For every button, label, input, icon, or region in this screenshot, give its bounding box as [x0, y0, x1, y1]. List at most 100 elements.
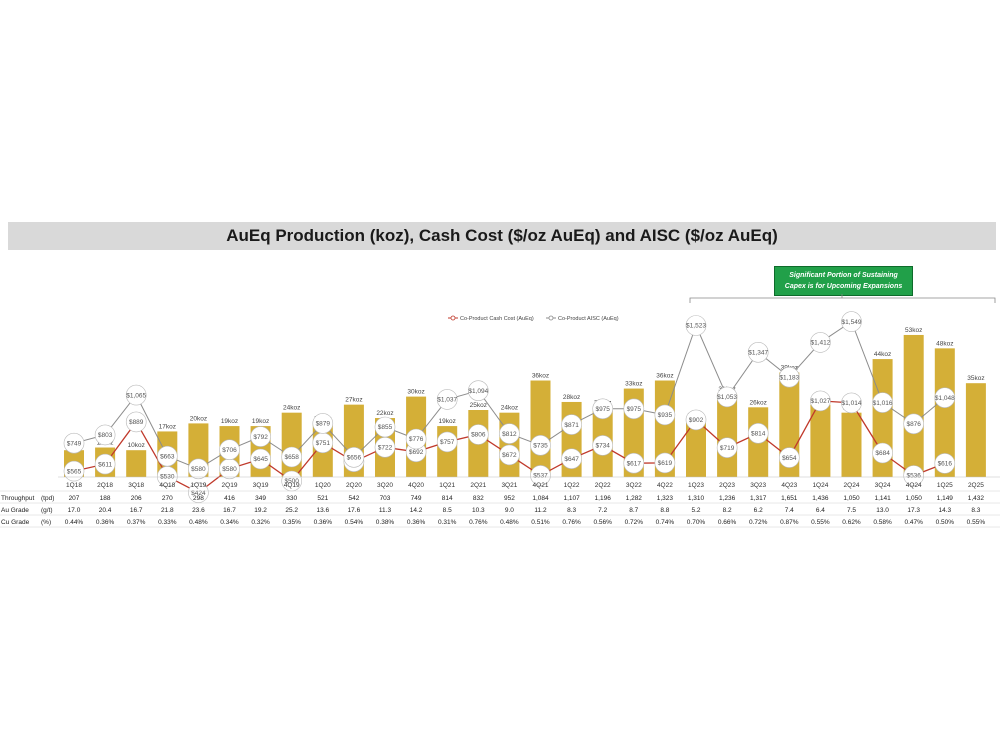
aisc-value-label: $1,183	[779, 374, 799, 381]
x-tick-label: 2Q24	[844, 482, 860, 489]
chart-title-bar: AuEq Production (koz), Cash Cost ($/oz A…	[8, 222, 996, 250]
table-cell: 0.55%	[967, 519, 986, 526]
production-bar	[126, 450, 147, 477]
production-label: 48koz	[936, 340, 953, 347]
aisc-point	[281, 446, 303, 468]
production-label: 22koz	[376, 410, 393, 417]
legend-aisc-marker	[548, 315, 554, 321]
cash-cost-point	[872, 442, 893, 464]
production-bar	[934, 348, 955, 477]
aisc-point	[685, 315, 707, 336]
table-cell: 25.2	[285, 507, 298, 514]
aisc-point	[125, 384, 147, 406]
production-label: 44koz	[874, 351, 891, 358]
production-label: 24koz	[501, 405, 518, 412]
production-label: 19koz	[221, 418, 238, 425]
x-tick-label: 1Q19	[190, 482, 206, 489]
cash-cost-value-label: $654	[782, 455, 797, 462]
cash-cost-value-label: $617	[627, 460, 642, 467]
production-label: 10koz	[128, 442, 145, 449]
cash-cost-value-label: $580	[222, 466, 237, 473]
cash-cost-point	[903, 465, 925, 486]
table-cell: 16.7	[223, 507, 236, 514]
aisc-point	[592, 398, 614, 420]
expansion-bracket	[689, 294, 996, 303]
cash-cost-point	[63, 460, 85, 482]
production-label: 26koz	[750, 399, 767, 406]
table-cell: 21.8	[161, 507, 174, 514]
aisc-value-label: $855	[378, 424, 393, 431]
cash-cost-value-label: $616	[938, 461, 953, 468]
x-tick-label: 1Q22	[564, 482, 580, 489]
production-label: 20koz	[190, 415, 207, 422]
table-cell: 749	[411, 495, 422, 502]
cash-cost-point	[94, 453, 116, 475]
production-label: 24koz	[283, 405, 300, 412]
production-label: 27koz	[345, 397, 362, 404]
table-cell: 17.0	[68, 507, 81, 514]
table-cell: 8.7	[629, 507, 638, 514]
x-tick-label: 4Q23	[781, 482, 797, 489]
x-tick-label: 1Q20	[315, 482, 331, 489]
x-tick-label: 4Q20	[408, 482, 424, 489]
table-cell: 521	[317, 495, 328, 502]
aisc-point	[810, 332, 831, 353]
table-cell: 0.38%	[376, 519, 395, 526]
production-label: 36koz	[656, 373, 673, 380]
production-label: 19koz	[439, 418, 456, 425]
table-cell: 330	[286, 495, 297, 502]
cash-cost-point	[623, 452, 645, 474]
aisc-value-label: $975	[627, 406, 642, 413]
table-row-label: Cu Grade	[1, 519, 30, 526]
x-tick-label: 2Q20	[346, 482, 362, 489]
table-cell: 0.36%	[314, 519, 333, 526]
table-cell: 8.5	[443, 507, 452, 514]
table-cell: 19.2	[254, 507, 267, 514]
cash-cost-point	[778, 447, 800, 468]
aisc-value-label: $776	[409, 436, 424, 443]
table-cell: 8.8	[660, 507, 669, 514]
cash-cost-point	[841, 392, 862, 414]
table-cell: 13.0	[876, 507, 889, 514]
x-tick-label: 4Q18	[159, 482, 175, 489]
production-bar	[530, 380, 551, 477]
table-cell: 1,310	[688, 495, 705, 502]
cash-cost-point	[810, 390, 831, 412]
production-label: 36koz	[532, 373, 549, 380]
table-cell: 6.4	[816, 507, 825, 514]
table-cell: 1,432	[968, 495, 985, 502]
aisc-point	[467, 380, 489, 402]
aisc-value-label: $735	[533, 443, 548, 450]
production-label: 30koz	[407, 389, 424, 396]
table-cell: 0.35%	[282, 519, 301, 526]
cash-cost-value-label: $424	[191, 490, 206, 497]
cash-cost-point	[125, 411, 147, 433]
table-cell: 1,436	[812, 495, 829, 502]
table-cell: 0.32%	[251, 519, 270, 526]
table-cell: 1,323	[657, 495, 674, 502]
sustaining-capex-note: Significant Portion of Sustaining Capex …	[774, 266, 913, 296]
aisc-value-label: $749	[67, 440, 82, 447]
x-tick-label: 2Q25	[968, 482, 984, 489]
table-cell: 0.74%	[656, 519, 675, 526]
cash-cost-point	[499, 444, 520, 466]
aisc-point	[778, 366, 800, 388]
table-cell: 298	[193, 495, 204, 502]
table-cell: 0.51%	[531, 519, 550, 526]
cash-cost-value-label: $1,014	[842, 400, 862, 407]
legend-aisc-label: Co-Product AISC (AuEq)	[558, 316, 619, 322]
table-row-unit: (g/t)	[41, 507, 53, 514]
table-cell: 0.62%	[842, 519, 861, 526]
aisc-value-label: $1,016	[873, 400, 893, 407]
x-tick-label: 4Q24	[906, 482, 922, 489]
table-cell: 8.3	[971, 507, 980, 514]
table-cell: 1,141	[874, 495, 891, 502]
x-tick-label: 4Q19	[284, 482, 300, 489]
aisc-value-label: $580	[191, 466, 206, 473]
aisc-value-label: $1,053	[717, 394, 737, 401]
cash-cost-value-label: $734	[595, 443, 610, 450]
aisc-point	[343, 446, 365, 468]
cash-cost-value-label: $565	[67, 468, 82, 475]
aisc-value-label: $876	[906, 421, 921, 428]
table-cell: 23.6	[192, 507, 205, 514]
